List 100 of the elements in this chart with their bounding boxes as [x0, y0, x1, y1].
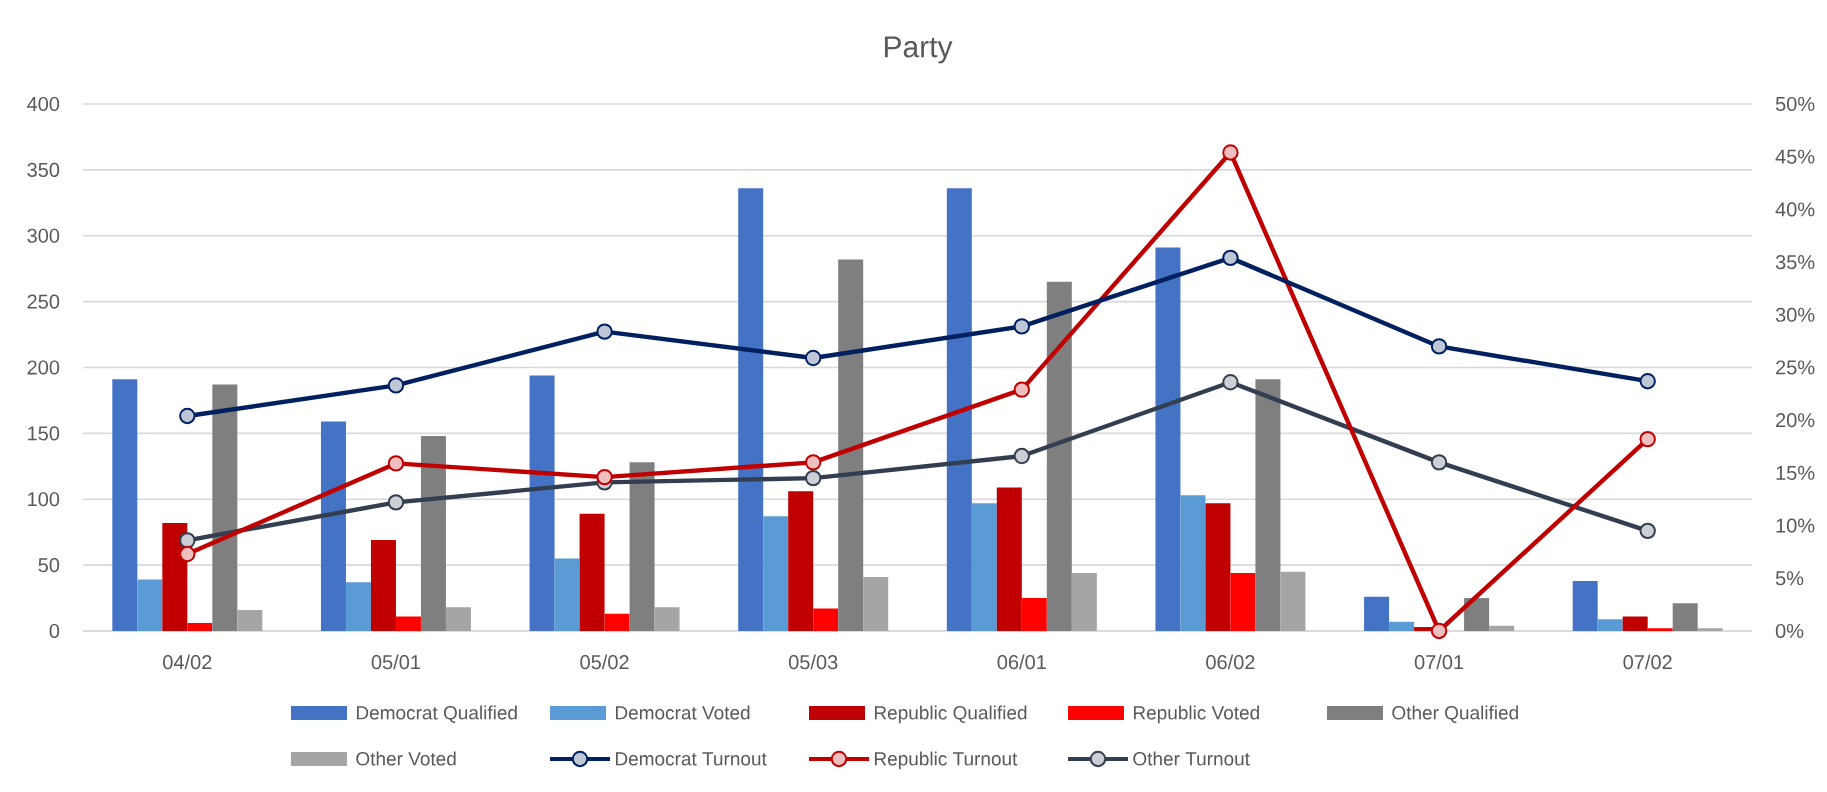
x-tick-label: 06/01: [997, 654, 1046, 670]
legend-label: Democrat Turnout: [615, 752, 767, 766]
bar: [1021, 598, 1047, 631]
point: [1013, 318, 1031, 335]
y-tick-label: 300: [27, 228, 60, 243]
point: [1222, 249, 1239, 267]
point: [387, 455, 405, 472]
y-tick-label: 150: [28, 426, 60, 441]
bar: [137, 579, 163, 631]
y-tick-label: 0: [49, 623, 60, 639]
point: [1639, 372, 1656, 390]
point: [1013, 447, 1031, 465]
bar: [112, 379, 138, 631]
y2-tick-label: 40%: [1775, 202, 1815, 217]
y-tick-label: 200: [27, 360, 60, 375]
bar: [1071, 573, 1097, 631]
x-tick-label: 06/02: [1206, 654, 1255, 670]
bar: [604, 613, 630, 631]
y-tick-label: 100: [28, 492, 60, 507]
point: [387, 377, 405, 394]
point: [1013, 381, 1031, 398]
legend-label: Democrat Voted: [615, 705, 750, 720]
y2-tick-label: 5%: [1775, 571, 1804, 586]
x-tick-label: 05/02: [580, 654, 629, 670]
bar: [1489, 625, 1515, 631]
x-tick-label: 07/01: [1414, 654, 1464, 670]
point: [596, 468, 613, 486]
bar: [1622, 616, 1648, 631]
bar: [237, 609, 263, 631]
point: [1222, 144, 1239, 161]
bar: [187, 623, 213, 631]
legend-label: Other Voted: [356, 751, 456, 766]
bar: [1672, 603, 1698, 631]
point: [804, 469, 822, 487]
bar: [345, 582, 371, 631]
point: [179, 407, 196, 425]
legend-label: Republic Qualified: [874, 705, 1027, 724]
point: [387, 494, 405, 511]
legend-label: Other Turnout: [1133, 751, 1250, 766]
point: [804, 454, 822, 471]
y2-tick-label: 45%: [1775, 149, 1815, 164]
bar: [1389, 621, 1415, 631]
bar: [1572, 580, 1598, 631]
legend-label: Democrat Qualified: [356, 705, 517, 723]
bar: [420, 436, 446, 631]
x-tick-label: 05/01: [371, 654, 420, 670]
point: [1639, 522, 1656, 540]
point: [1430, 338, 1448, 355]
y-tick-label: 350: [27, 162, 60, 177]
bar: [1280, 571, 1306, 631]
bar: [212, 384, 238, 631]
legend-label: Republic Turnout: [874, 751, 1018, 770]
bar: [1597, 619, 1623, 631]
bar: [1205, 503, 1231, 631]
point: [1430, 454, 1448, 471]
bar: [738, 188, 764, 631]
point: [179, 545, 196, 563]
point: [1430, 622, 1448, 640]
bar: [654, 607, 680, 631]
legend-label: Republic Voted: [1133, 705, 1259, 724]
bar: [863, 576, 889, 631]
bar: [1046, 281, 1072, 631]
y-tick-label: 400: [27, 96, 60, 112]
y2-tick-label: 0%: [1775, 623, 1804, 639]
bar: [1464, 598, 1490, 631]
y2-tick-label: 50%: [1775, 96, 1815, 112]
bar: [1647, 628, 1673, 631]
bar: [1364, 596, 1390, 631]
bar: [1155, 247, 1181, 631]
bar: [445, 607, 471, 631]
bar: [579, 513, 605, 631]
chart-title: Party: [884, 36, 953, 64]
x-tick-label: 07/02: [1623, 654, 1672, 670]
point: [596, 323, 613, 340]
y2-tick-label: 25%: [1776, 360, 1815, 375]
bar: [629, 462, 655, 631]
bar: [370, 540, 396, 631]
bar: [529, 375, 555, 631]
bar: [554, 558, 580, 631]
bar: [1180, 495, 1206, 631]
bar: [395, 616, 421, 631]
bar: [1255, 379, 1281, 631]
point: [1639, 430, 1656, 448]
y2-tick-label: 20%: [1776, 413, 1815, 428]
bar: [971, 503, 997, 631]
y2-tick-label: 10%: [1776, 518, 1815, 533]
bar: [996, 487, 1022, 631]
y-tick-label: 250: [27, 294, 60, 309]
bar: [1230, 573, 1256, 631]
y2-tick-label: 30%: [1775, 307, 1815, 322]
legend-label: Other Qualified: [1392, 705, 1518, 723]
y2-tick-label: 35%: [1775, 255, 1815, 270]
bar: [763, 516, 789, 631]
point: [804, 349, 822, 367]
bar: [813, 608, 839, 631]
bar: [320, 421, 346, 631]
bar: [1697, 628, 1723, 631]
bar: [788, 491, 814, 631]
y-tick-label: 50: [38, 558, 60, 573]
bar: [838, 259, 864, 631]
